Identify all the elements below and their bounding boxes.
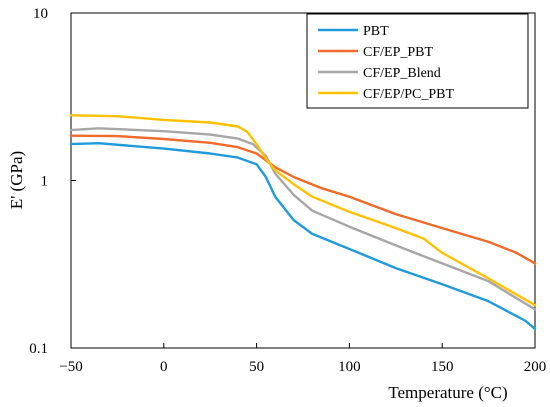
series-line-pbt	[69, 141, 537, 331]
x-tick-label: 150	[431, 359, 454, 375]
y-tick-label: 10	[33, 6, 48, 22]
x-tick-label: 50	[249, 359, 264, 375]
x-tick-label: 0	[160, 359, 168, 375]
legend-label: CF/EP/PC_PBT	[363, 87, 454, 102]
series-line-cf-ep-pbt	[69, 134, 537, 265]
y-axis-title: E' (GPa)	[7, 151, 26, 209]
x-tick-label: −50	[59, 359, 82, 375]
y-tick-label: 0.1	[29, 341, 48, 357]
legend-label: CF/EP_PBT	[363, 45, 433, 60]
series-line-cf-ep-pc-pbt	[69, 114, 537, 307]
x-tick-label: 200	[524, 359, 547, 375]
legend: PBT CF/EP_PBT CF/EP_Blend CF/EP/PC_PBT	[306, 13, 529, 109]
legend-label: CF/EP_Blend	[363, 66, 441, 81]
legend-label: PBT	[363, 24, 389, 39]
series-line-cf-ep-blend	[69, 127, 537, 311]
y-tick-label: 1	[41, 174, 49, 190]
x-axis-title: Temperature (°C)	[388, 383, 507, 402]
x-tick-label: 100	[338, 359, 361, 375]
series-lines	[69, 114, 537, 331]
x-axis-ticks: −50 0 50 100 150 200	[59, 343, 546, 375]
y-axis-ticks: 0.1 1 10	[29, 6, 76, 357]
